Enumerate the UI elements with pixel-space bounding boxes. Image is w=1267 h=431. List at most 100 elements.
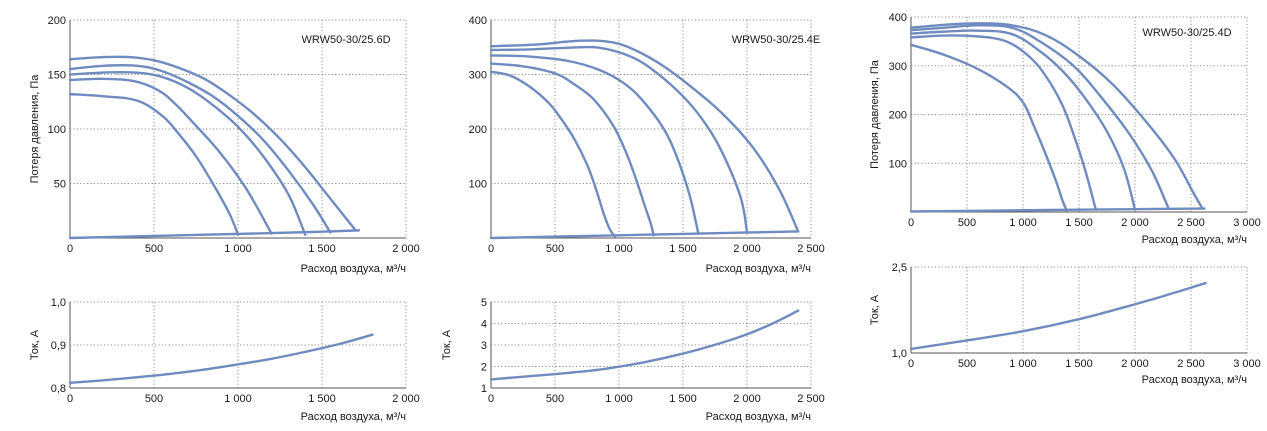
- y-tick-label: 200: [48, 15, 66, 27]
- x-tick-label: 500: [546, 243, 564, 255]
- series-line-5: [489, 39, 800, 233]
- series-line-4: [909, 24, 1170, 210]
- y-tick-label: 3: [481, 340, 487, 352]
- series-line-2: [68, 77, 273, 235]
- series-line-5: [68, 55, 357, 232]
- x-tick-label: 500: [958, 217, 976, 229]
- series-line-1: [68, 92, 240, 236]
- y-tick-label: 0,8: [51, 383, 66, 395]
- x-tick-label: 1 500: [669, 393, 697, 405]
- x-tick-label: 0: [67, 393, 73, 405]
- x-tick-label: 3 000: [1233, 217, 1261, 229]
- x-tick-label: 500: [145, 393, 163, 405]
- x-axis-label: Расход воздуха, м³/ч: [1142, 234, 1247, 246]
- y-tick-label: 300: [889, 61, 907, 73]
- x-tick-label: 1 500: [1065, 358, 1093, 370]
- y-tick-label: 150: [48, 70, 66, 82]
- x-tick-label: 1 000: [605, 393, 633, 405]
- y-tick-label: 100: [469, 179, 487, 191]
- x-tick-label: 500: [546, 393, 564, 405]
- x-axis-label: Расход воздуха, м³/ч: [301, 263, 406, 275]
- x-tick-label: 1 500: [669, 243, 697, 255]
- series-line-1: [68, 333, 374, 385]
- y-axis-label: Ток, А: [29, 329, 41, 360]
- x-tick-label: 2 000: [1121, 358, 1149, 370]
- x-tick-label: 2 000: [1121, 217, 1149, 229]
- chart-c3: 0 500 1 000 1 500 2 000 2 500 3 000 1,0 2,5 Расхо…: [869, 262, 1261, 386]
- chart-c1: 0 500 1 000 1 500 2 000 0,8 0,9 1,0 Расход возду…: [29, 297, 420, 423]
- series-line-3: [68, 71, 307, 236]
- y-tick-label: 2: [481, 362, 487, 374]
- series-line-6: [68, 229, 361, 240]
- x-tick-label: 2 500: [1177, 358, 1205, 370]
- y-axis-label: Ток, А: [869, 294, 881, 325]
- y-axis-label: Потеря давления, Па: [869, 59, 881, 169]
- y-axis-label: Потеря давления, Па: [29, 74, 41, 184]
- chart-c2: 0 500 1 000 1 500 2 000 2 500 1 2 3 4 5 Расход возд…: [441, 297, 825, 423]
- series-line-2: [909, 34, 1097, 211]
- chart-title: WRW50-30/25.4E: [732, 34, 820, 46]
- x-axis-label: Расход воздуха, м³/ч: [706, 411, 811, 423]
- y-tick-label: 200: [889, 110, 907, 122]
- x-tick-label: 2 500: [797, 243, 825, 255]
- x-tick-label: 500: [958, 358, 976, 370]
- chart-p1: 0 500 1 000 1 500 2 000 50 100 150 200 Расход воз…: [29, 15, 420, 275]
- x-tick-label: 1 000: [605, 243, 633, 255]
- x-tick-label: 0: [908, 358, 914, 370]
- series-line-2: [489, 62, 655, 237]
- x-tick-label: 1 000: [1009, 217, 1037, 229]
- series-line-6: [909, 207, 1206, 213]
- series-line-4: [489, 45, 749, 234]
- x-tick-label: 3 000: [1233, 358, 1261, 370]
- y-tick-label: 5: [481, 297, 487, 309]
- y-tick-label: 400: [889, 12, 907, 24]
- y-tick-label: 1,0: [892, 348, 907, 360]
- chart-p3: 0 500 1 000 1 500 2 000 2 500 3 000 100 200 300 40…: [869, 12, 1261, 246]
- series-line-1: [909, 43, 1068, 212]
- series-line-5: [909, 22, 1204, 210]
- y-tick-label: 300: [469, 70, 487, 82]
- x-tick-label: 0: [488, 243, 494, 255]
- x-tick-label: 500: [145, 243, 163, 255]
- x-tick-label: 2 000: [733, 393, 761, 405]
- series-line-3: [489, 54, 700, 235]
- x-tick-label: 2 500: [797, 393, 825, 405]
- y-tick-label: 1: [481, 383, 487, 395]
- y-tick-label: 100: [48, 124, 66, 136]
- x-tick-label: 1 500: [308, 393, 336, 405]
- x-tick-label: 1 000: [224, 243, 252, 255]
- x-tick-label: 1 500: [308, 243, 336, 255]
- x-tick-label: 2 000: [392, 393, 420, 405]
- y-tick-label: 1,0: [51, 297, 66, 309]
- x-axis-label: Расход воздуха, м³/ч: [301, 411, 406, 423]
- y-tick-label: 2,5: [892, 262, 907, 274]
- series-line-6: [489, 230, 800, 240]
- y-tick-label: 0,9: [51, 340, 66, 352]
- x-tick-label: 0: [488, 393, 494, 405]
- x-tick-label: 2 500: [1177, 217, 1205, 229]
- x-tick-label: 2 000: [392, 243, 420, 255]
- y-axis-label: Ток, А: [441, 329, 453, 360]
- y-tick-label: 50: [54, 179, 66, 191]
- x-tick-label: 1 000: [224, 393, 252, 405]
- x-tick-label: 1 000: [1009, 358, 1037, 370]
- series-line-1: [489, 70, 617, 238]
- series-line-1: [909, 281, 1207, 351]
- x-tick-label: 0: [908, 217, 914, 229]
- y-tick-label: 200: [469, 124, 487, 136]
- series-line-3: [909, 29, 1137, 211]
- series-line-1: [489, 309, 800, 381]
- chart-title: WRW50-30/25.6D: [301, 34, 390, 46]
- chart-p2: 0 500 1 000 1 500 2 000 2 500 100 200 300 400 Расх…: [469, 15, 825, 275]
- y-tick-label: 4: [481, 319, 487, 331]
- x-tick-label: 1 500: [1065, 217, 1093, 229]
- series-line-4: [68, 63, 332, 234]
- x-axis-label: Расход воздуха, м³/ч: [706, 263, 811, 275]
- y-tick-label: 400: [469, 15, 487, 27]
- chart-title: WRW50-30/25.4D: [1142, 27, 1231, 39]
- x-tick-label: 2 000: [733, 243, 761, 255]
- x-tick-label: 0: [67, 243, 73, 255]
- x-axis-label: Расход воздуха, м³/ч: [1142, 374, 1247, 386]
- y-tick-label: 100: [889, 158, 907, 170]
